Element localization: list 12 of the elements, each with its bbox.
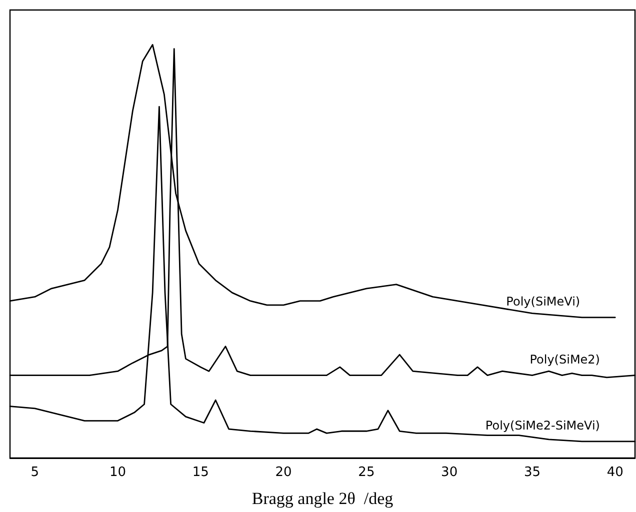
- x-tick-label: 30: [441, 465, 458, 480]
- x-tick-label: 35: [524, 465, 540, 480]
- x-axis-title: Bragg angle 2θ /deg: [252, 489, 394, 508]
- x-tick-label: 40: [606, 465, 624, 480]
- x-tick-label: 5: [30, 465, 40, 480]
- x-tick-label: 20: [275, 465, 292, 480]
- x-tick-label: 15: [192, 465, 209, 480]
- x-tick-label: 10: [109, 465, 126, 480]
- x-tick-label: 25: [358, 465, 375, 480]
- series-label: Poly(SiMe2): [530, 352, 600, 366]
- series-label: Poly(SiMe2-SiMeVi): [485, 418, 600, 432]
- series-label: Poly(SiMeVi): [506, 294, 580, 308]
